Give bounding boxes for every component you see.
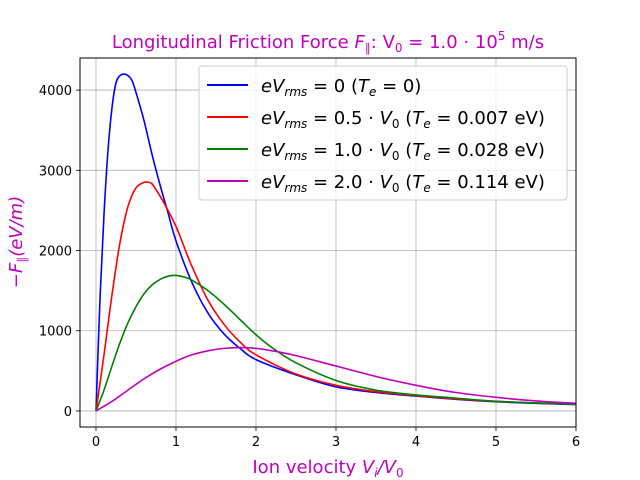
- legend-1-c: (: [400, 108, 413, 129]
- legend: eVrms = 0 (Te = 0) eVrms = 0.5 · V0 (Te …: [198, 65, 568, 201]
- legend-3-s: rms: [284, 181, 307, 195]
- series-line-1: [95, 181, 577, 412]
- legend-3-v: V: [380, 172, 394, 193]
- legend-0-b: = 0 (: [307, 76, 358, 97]
- legend-3-a: eV: [261, 172, 286, 193]
- legend-2-v0: 0: [392, 149, 400, 163]
- legend-3-t: T: [412, 172, 425, 193]
- axes-frame: [79, 57, 577, 428]
- legend-2-c: (: [400, 140, 413, 161]
- legend-entry-1: eVrms = 0.5 · V0 (Te = 0.007 eV): [261, 108, 545, 131]
- ylabel-post: (eV/m): [6, 196, 27, 257]
- legend-2-e: = 0.028 eV): [431, 140, 545, 161]
- legend-2-a: eV: [261, 140, 286, 161]
- xlabel-slash: /V: [376, 457, 398, 478]
- ticks: 0 1 2 3 4 5 6 0 1000 2000 3000 4000: [39, 84, 580, 450]
- xlabel-v: V: [362, 457, 376, 478]
- legend-1-v: V: [380, 108, 394, 129]
- legend-2-d: e: [423, 149, 430, 163]
- legend-1-v0: 0: [392, 117, 400, 131]
- legend-entry-0: eVrms = 0 (Te = 0): [261, 76, 421, 99]
- series-lines: [95, 73, 577, 412]
- title-sub0: 0: [395, 41, 403, 55]
- x-tick-label: 6: [572, 435, 580, 450]
- y-tick-label: 0: [64, 405, 72, 420]
- x-axis-label: Ion velocity Vi/V0: [252, 457, 403, 480]
- series-line-3: [95, 346, 577, 412]
- legend-3-b: = 2.0 ·: [307, 172, 379, 193]
- title-unit: m/s: [505, 32, 544, 53]
- title-post: : V: [371, 32, 396, 53]
- legend-0-d: e: [369, 85, 376, 99]
- title-pre: Longitudinal Friction Force: [112, 32, 355, 53]
- y-tick-label: 4000: [39, 84, 72, 99]
- y-tick-label: 2000: [39, 245, 72, 260]
- title-sub: ∥: [365, 41, 371, 55]
- legend-1-s: rms: [284, 117, 307, 131]
- legend-3-e: = 0.114 eV): [431, 172, 545, 193]
- title-sym: F: [354, 32, 365, 53]
- legend-0-e: = 0): [376, 76, 421, 97]
- x-tick-label: 1: [172, 435, 180, 450]
- y-tick-label: 3000: [39, 164, 72, 179]
- chart-title: Longitudinal Friction Force F∥: V0 = 1.0…: [112, 29, 544, 55]
- legend-3-c: (: [400, 172, 413, 193]
- legend-1-a: eV: [261, 108, 286, 129]
- legend-0-s: rms: [284, 85, 307, 99]
- legend-2-s: rms: [284, 149, 307, 163]
- legend-1-d: e: [423, 117, 430, 131]
- y-tick-label: 1000: [39, 325, 72, 340]
- x-tick-label: 4: [412, 435, 420, 450]
- legend-1-t: T: [412, 108, 425, 129]
- xlabel-sub-i: i: [374, 466, 378, 480]
- legend-entry-3: eVrms = 2.0 · V0 (Te = 0.114 eV): [261, 172, 545, 195]
- ylabel-pre: −F: [6, 262, 27, 288]
- legend-entry-2: eVrms = 1.0 · V0 (Te = 0.028 eV): [261, 140, 545, 163]
- legend-2-v: V: [380, 140, 394, 161]
- x-tick-label: 5: [492, 435, 500, 450]
- xlabel-pre: Ion velocity: [252, 457, 362, 478]
- legend-3-d: e: [423, 181, 430, 195]
- legend-0-c: T: [358, 76, 371, 97]
- legend-0-a: eV: [261, 76, 286, 97]
- legend-1-b: = 0.5 ·: [307, 108, 379, 129]
- y-axis-label: −F∥(eV/m): [6, 196, 29, 288]
- legend-1-e: = 0.007 eV): [431, 108, 545, 129]
- legend-box: [198, 65, 568, 201]
- legend-2-t: T: [412, 140, 425, 161]
- title-eq: = 1.0 · 10: [403, 32, 498, 53]
- x-tick-label: 2: [252, 435, 260, 450]
- legend-3-v0: 0: [392, 181, 400, 195]
- x-tick-label: 3: [332, 435, 340, 450]
- legend-2-b: = 1.0 ·: [307, 140, 379, 161]
- x-tick-label: 0: [92, 435, 100, 450]
- ylabel-sub: ∥: [15, 257, 29, 263]
- series-line-2: [95, 274, 577, 412]
- title-sup: 5: [498, 29, 506, 43]
- xlabel-sub-0: 0: [396, 466, 404, 480]
